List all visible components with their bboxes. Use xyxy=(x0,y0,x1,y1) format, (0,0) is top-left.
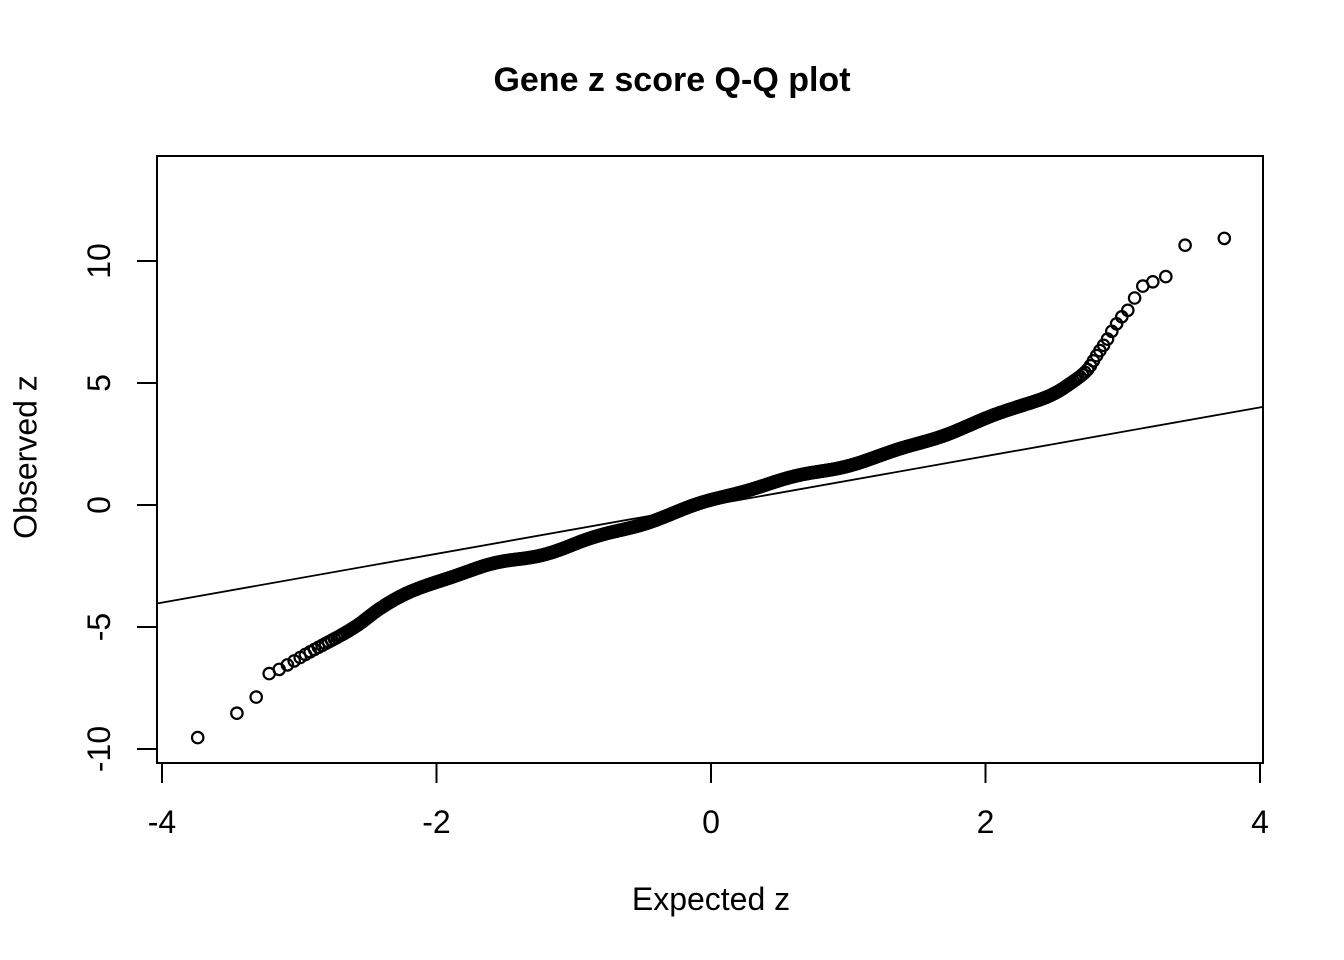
y-tick-label: -5 xyxy=(81,613,117,641)
y-tick-label: 5 xyxy=(81,374,117,392)
data-point xyxy=(1159,269,1173,284)
x-tick-label: 2 xyxy=(977,804,995,840)
data-point xyxy=(1127,291,1142,305)
x-tick-label: 0 xyxy=(702,804,720,840)
data-points xyxy=(190,231,1232,745)
data-point xyxy=(1146,274,1160,289)
plot-frame xyxy=(156,155,1264,764)
y-axis-title: Observed z xyxy=(7,375,44,539)
data-point xyxy=(1217,231,1232,246)
data-point xyxy=(190,730,205,745)
y-tick-label: -10 xyxy=(81,726,117,772)
y-tick-label: 0 xyxy=(81,496,117,514)
chart-title: Gene z score Q-Q plot xyxy=(493,61,851,99)
data-point xyxy=(1121,303,1135,318)
data-point xyxy=(1178,238,1192,252)
x-tick-label: -2 xyxy=(422,804,450,840)
x-tick-label: 4 xyxy=(1251,804,1269,840)
x-tick-label: -4 xyxy=(148,804,176,840)
x-axis-title: Expected z xyxy=(631,881,791,917)
data-point xyxy=(249,690,264,704)
data-point xyxy=(280,658,295,672)
data-point xyxy=(230,706,244,720)
y-tick-label: 10 xyxy=(81,243,117,279)
